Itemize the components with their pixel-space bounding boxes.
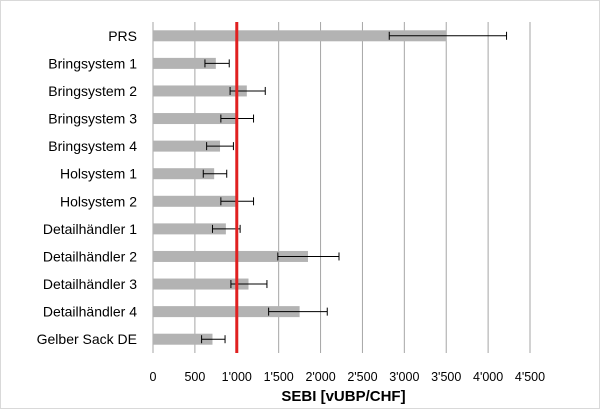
category-label: Gelber Sack DE: [37, 331, 137, 347]
category-label: Bringsystem 4: [48, 138, 137, 154]
category-label: Bringsystem 1: [48, 55, 137, 71]
error-bar: [202, 169, 228, 178]
x-tick-label: 0: [150, 370, 157, 384]
category-label: Holsystem 2: [60, 193, 137, 209]
x-tick-label: 4'500: [515, 370, 545, 384]
category-label: Holsystem 1: [60, 166, 137, 182]
bars: [153, 30, 447, 345]
category-label: Bringsystem 2: [48, 83, 137, 99]
x-axis-title: SEBI [vUBP/CHF]: [281, 388, 405, 405]
bar: [153, 306, 300, 318]
x-tick-label: 500: [184, 370, 205, 384]
bar: [153, 113, 237, 125]
category-label: PRS: [108, 28, 137, 44]
bar: [153, 30, 447, 42]
error-bar: [388, 31, 508, 40]
x-tick-label: 1'000: [222, 370, 252, 384]
bar: [153, 223, 226, 235]
x-tick-label: 2'500: [347, 370, 377, 384]
category-label: Detailhändler 2: [43, 248, 137, 264]
grid-lines: [152, 22, 531, 353]
category-label: Detailhändler 3: [43, 276, 137, 292]
x-tick-label: 3'500: [431, 370, 461, 384]
bar: [153, 333, 213, 345]
x-tick-label: 4'000: [473, 370, 503, 384]
bar: [153, 250, 308, 262]
bar: [153, 57, 216, 69]
error-bar: [268, 307, 328, 316]
bar: [153, 278, 249, 290]
category-label: Detailhändler 1: [43, 221, 137, 237]
x-tick-labels: 0 500 1'000 1'500 2'000 2'500 3'000 3'500 4'000 4…: [150, 370, 546, 384]
category-label: Bringsystem 3: [48, 111, 137, 127]
error-bar: [206, 142, 234, 151]
bar: [153, 140, 221, 152]
error-bar: [201, 335, 226, 344]
x-tick-label: 2'000: [305, 370, 335, 384]
bar: [153, 85, 247, 97]
category-label: Detailhändler 4: [43, 304, 137, 320]
error-bar: [204, 59, 230, 68]
bar: [153, 195, 237, 207]
category-labels: PRS Bringsystem 1 Bringsystem 2 Bringsystem…: [37, 28, 138, 347]
x-tick-label: 1'500: [264, 370, 294, 384]
x-tick-label: 3'000: [389, 370, 419, 384]
error-bar: [277, 252, 340, 261]
bar: [153, 168, 215, 180]
